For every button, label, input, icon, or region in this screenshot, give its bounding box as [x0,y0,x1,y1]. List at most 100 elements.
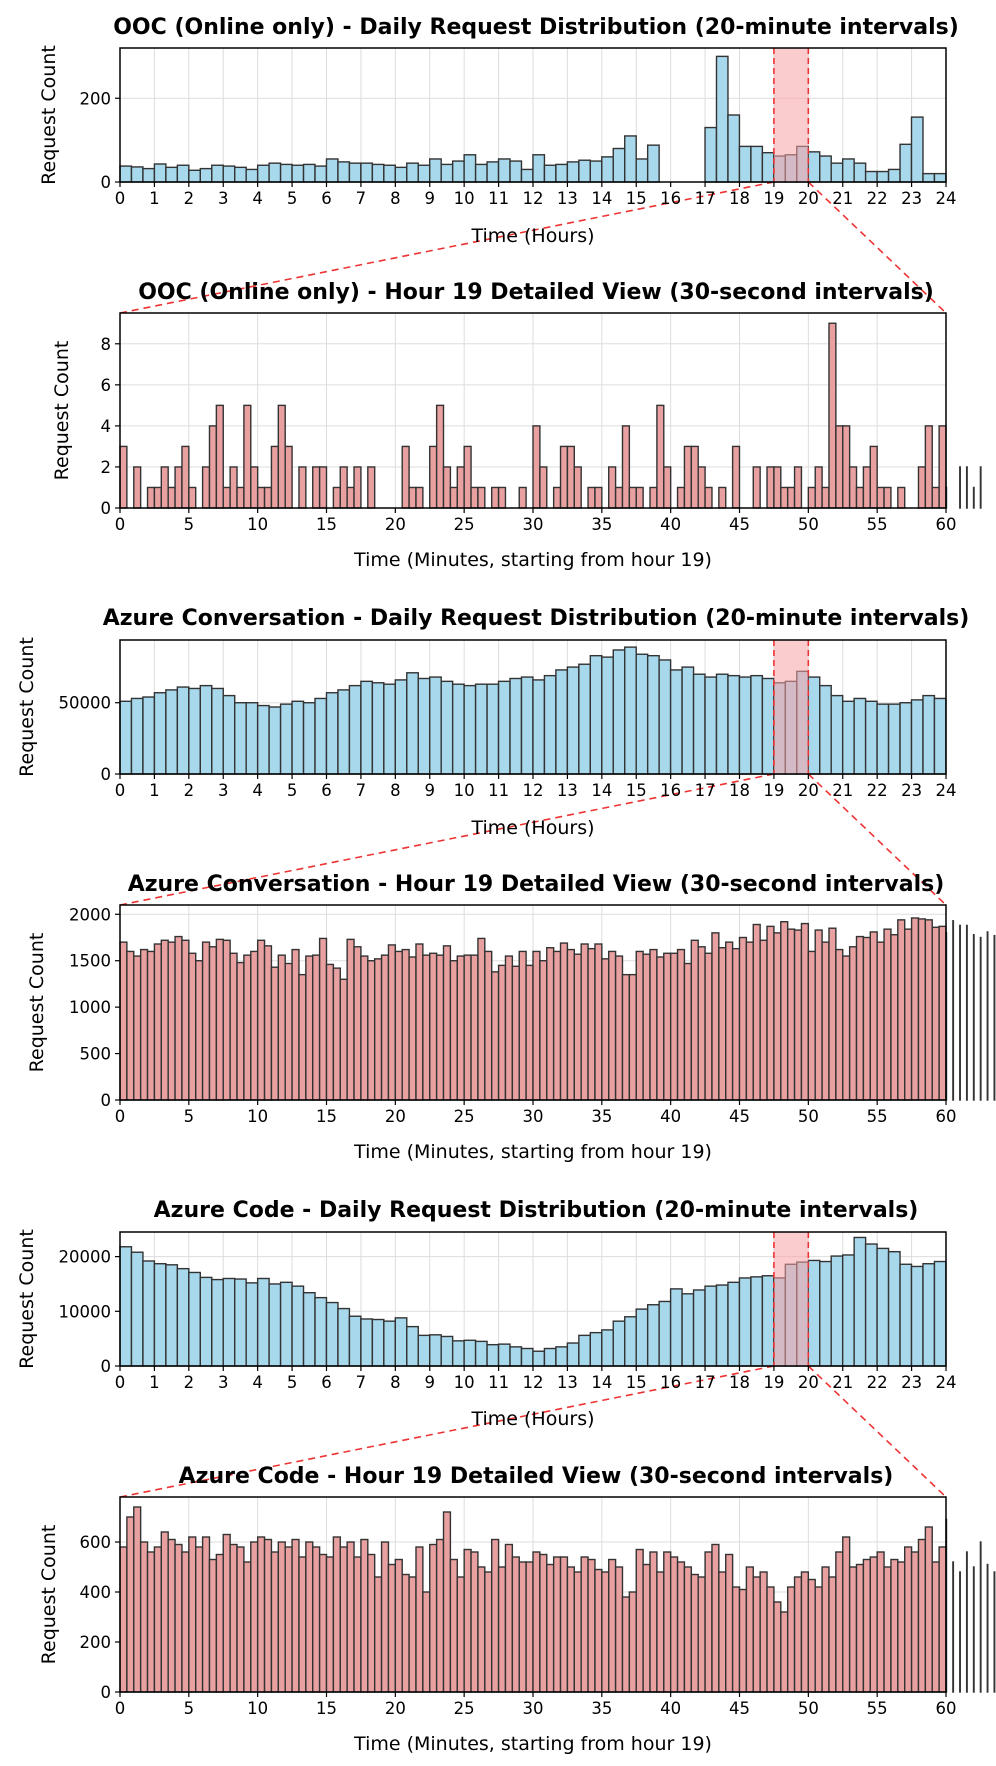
x-tick-label: 0 [115,515,126,534]
bar [401,445,410,509]
bar [566,1342,580,1367]
x-tick-label: 7 [356,189,367,208]
bar [555,163,569,183]
bar [727,114,741,183]
bar [690,445,699,509]
bar [780,486,789,509]
bar [277,404,286,509]
y-tick-label: 400 [80,1583,112,1602]
bar [933,172,947,183]
bar [910,116,924,183]
x-tick-label: 11 [488,189,509,208]
bar [910,699,924,775]
bar [477,486,486,509]
bar [725,941,734,1101]
bar [406,1325,419,1367]
bar [828,927,837,1101]
bar [429,952,438,1101]
bar [917,466,927,509]
bar [153,486,163,509]
bar [312,1546,321,1693]
bar [819,1260,832,1367]
bar [348,1315,362,1367]
bar [635,486,644,509]
bar [346,1541,355,1693]
x-tick-label: 17 [695,781,716,800]
bar [380,1541,390,1693]
x-tick-label: 0 [115,781,126,800]
bar [773,466,782,509]
bar [899,143,913,183]
bar [142,1260,156,1367]
bar [442,945,452,1101]
bar [360,162,374,183]
x-tick-label: 18 [729,189,750,208]
bar [181,939,190,1101]
bar [876,703,890,775]
bar [910,1265,924,1367]
bar [119,445,128,509]
x-tick-label: 6 [321,1373,332,1392]
bar [325,1301,339,1367]
bar [497,486,507,509]
bar [312,466,321,509]
chart-title: Azure Conversation - Hour 19 Detailed Vi… [128,872,945,897]
bar [318,466,328,509]
x-tick-label: 13 [557,1373,578,1392]
bar [236,1546,245,1693]
bar [353,946,362,1101]
bar [532,1350,546,1367]
bar [360,1318,374,1367]
x-tick-label: 14 [591,1373,612,1392]
bar [373,958,383,1101]
zoom-connector-line [119,181,775,314]
bar [463,154,477,183]
bar [339,978,348,1101]
bar [869,1556,878,1693]
bar [704,126,718,183]
bar [222,939,231,1101]
bar [284,1546,293,1693]
x-tick-label: 16 [660,189,681,208]
x-tick-label: 2 [184,189,195,208]
bar [394,1317,408,1367]
bar [841,700,855,775]
bar [780,921,789,1101]
bar [367,960,376,1101]
bar [628,486,637,509]
y-tick-label: 500 [80,1045,112,1064]
bar [442,466,452,509]
x-tick-label: 35 [591,1699,612,1718]
bar [119,1246,133,1367]
chart-title: OOC (Online only) - Hour 19 Detailed Vie… [138,280,934,305]
bar [669,1556,679,1693]
bar [589,654,603,775]
bar [139,1541,149,1693]
bar [456,955,465,1101]
bar [511,965,520,1101]
bar [552,486,562,509]
bar [268,706,282,775]
bar [126,950,135,1101]
bar [864,1243,878,1367]
bar [910,917,920,1101]
bar [302,163,316,183]
x-tick-label: 12 [523,189,544,208]
bar [167,941,176,1101]
bar [704,676,718,775]
bar [532,425,541,509]
bar [181,1551,190,1693]
bar [669,952,679,1101]
bar [555,669,569,775]
x-tick-label: 14 [591,781,612,800]
y-axis-label: Request Count [26,933,48,1073]
bar [848,466,858,509]
bar [339,466,348,509]
y-tick-label: 0 [101,1683,112,1702]
x-tick-label: 8 [390,189,401,208]
bar [876,1247,890,1367]
bar [449,1558,458,1693]
bar [394,1558,403,1693]
bar [160,1531,169,1693]
bar [718,1571,727,1693]
